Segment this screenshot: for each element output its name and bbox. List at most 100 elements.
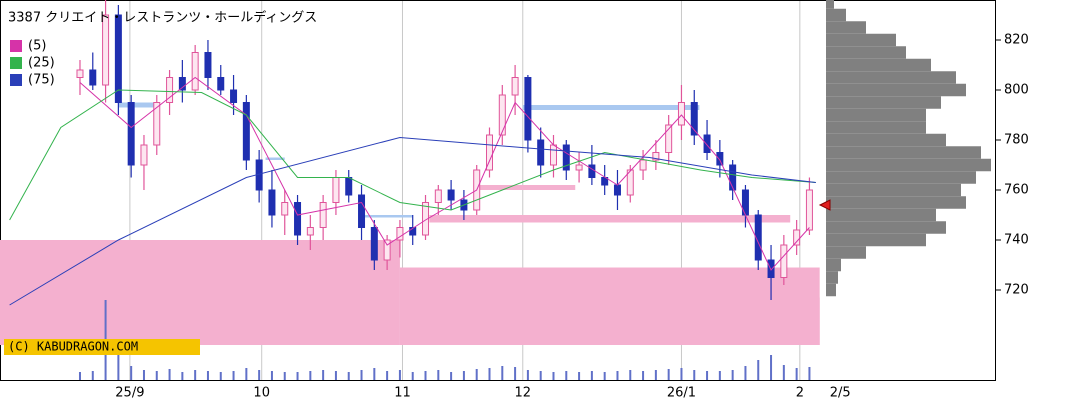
candle-body [652,152,660,161]
candle-body [89,69,97,86]
price-zone [0,240,400,345]
candle-body [677,102,685,126]
candle-body [511,77,519,96]
price-zone [361,215,413,218]
volume-bar [770,355,773,380]
candle-body [486,134,494,171]
candle-body [409,227,417,236]
legend-swatch [10,40,22,52]
price-zone [479,185,576,190]
volume-bar [130,366,133,380]
candle-body [268,189,276,216]
current-price-marker [818,199,831,211]
volume-bar [322,370,325,380]
candle-body [191,52,199,91]
profile-bar [826,0,834,9]
profile-bar [826,258,841,272]
profile-bar [826,233,926,247]
candle-body [204,52,212,78]
x-tick-label: 2 [796,386,804,401]
ma-line [9,89,816,221]
candle-body [178,77,186,91]
candle-body [319,202,327,228]
volume-bar [578,372,581,380]
profile-bar [826,133,946,147]
candle-body [729,164,737,191]
candle-body [242,102,250,161]
candle-body [281,202,289,216]
ma-line [9,136,816,306]
legend-label: (75) [28,73,55,88]
candle-body [345,177,353,196]
x-tick-label: 25/9 [115,386,144,401]
profile-bar [826,196,966,209]
volume-bar [808,367,811,380]
volume-bar [309,371,312,380]
volume-bar [219,372,222,380]
profile-bar [826,58,931,72]
profile-bar [826,121,926,134]
volume-bar [450,372,453,380]
y-tick-label: 740 [1004,233,1029,248]
profile-bar [826,21,866,34]
candle-body [716,152,724,166]
volume-bar [398,370,401,380]
profile-bar [826,183,961,197]
volume-bar [347,372,350,380]
candle-body [498,94,506,136]
volume-bar [731,370,734,380]
candle-body [114,14,122,103]
candle-body [613,184,621,196]
volume-bar [206,371,209,380]
candle-body [575,164,583,171]
volume-bar [693,370,696,380]
volume-bar [629,370,632,380]
volume-bar [718,371,721,380]
legend-swatch [10,57,22,69]
y-tick-label: 760 [1004,183,1029,198]
profile-bar [826,96,941,109]
volume-bar [232,371,235,380]
candle-body [306,227,314,236]
volume-bar [565,371,568,380]
profile-bar [826,158,991,172]
candle-body [690,102,698,136]
legend-swatch [10,74,22,86]
candle-body [294,202,302,236]
candle-body [230,89,238,103]
y-tick-label: 820 [1004,33,1029,48]
volume-bar [667,369,670,380]
volume-bar [386,371,389,380]
volume-bar [590,371,593,380]
volume-bar [424,371,427,380]
volume-bar [360,370,363,380]
candle-body [140,144,148,166]
volume-bar [526,370,529,380]
profile-bar [826,8,846,22]
candle-body [639,159,647,171]
volume-bar [552,372,555,380]
volume-bar [411,372,414,380]
price-zone [780,297,820,345]
candle-body [447,189,455,201]
chart-title: 3387 クリエイト・レストランツ・ホールディングス [8,10,317,26]
profile-bar [826,108,926,122]
volume-bar [795,368,798,380]
volume-bar [475,369,478,380]
candle-body [524,77,532,141]
profile-bar [826,71,956,84]
volume-bar [142,370,145,380]
volume-bar [168,369,171,380]
volume-bar [616,371,619,380]
volume-bar [155,371,158,380]
candle-body [588,164,596,178]
volume-bar [680,368,683,380]
candle-body [217,77,225,91]
candle-body [396,227,404,241]
volume-bar [373,368,376,380]
candle-body [358,194,366,228]
candle-body [102,14,110,86]
profile-bar [826,246,866,259]
y-tick-label: 780 [1004,133,1029,148]
